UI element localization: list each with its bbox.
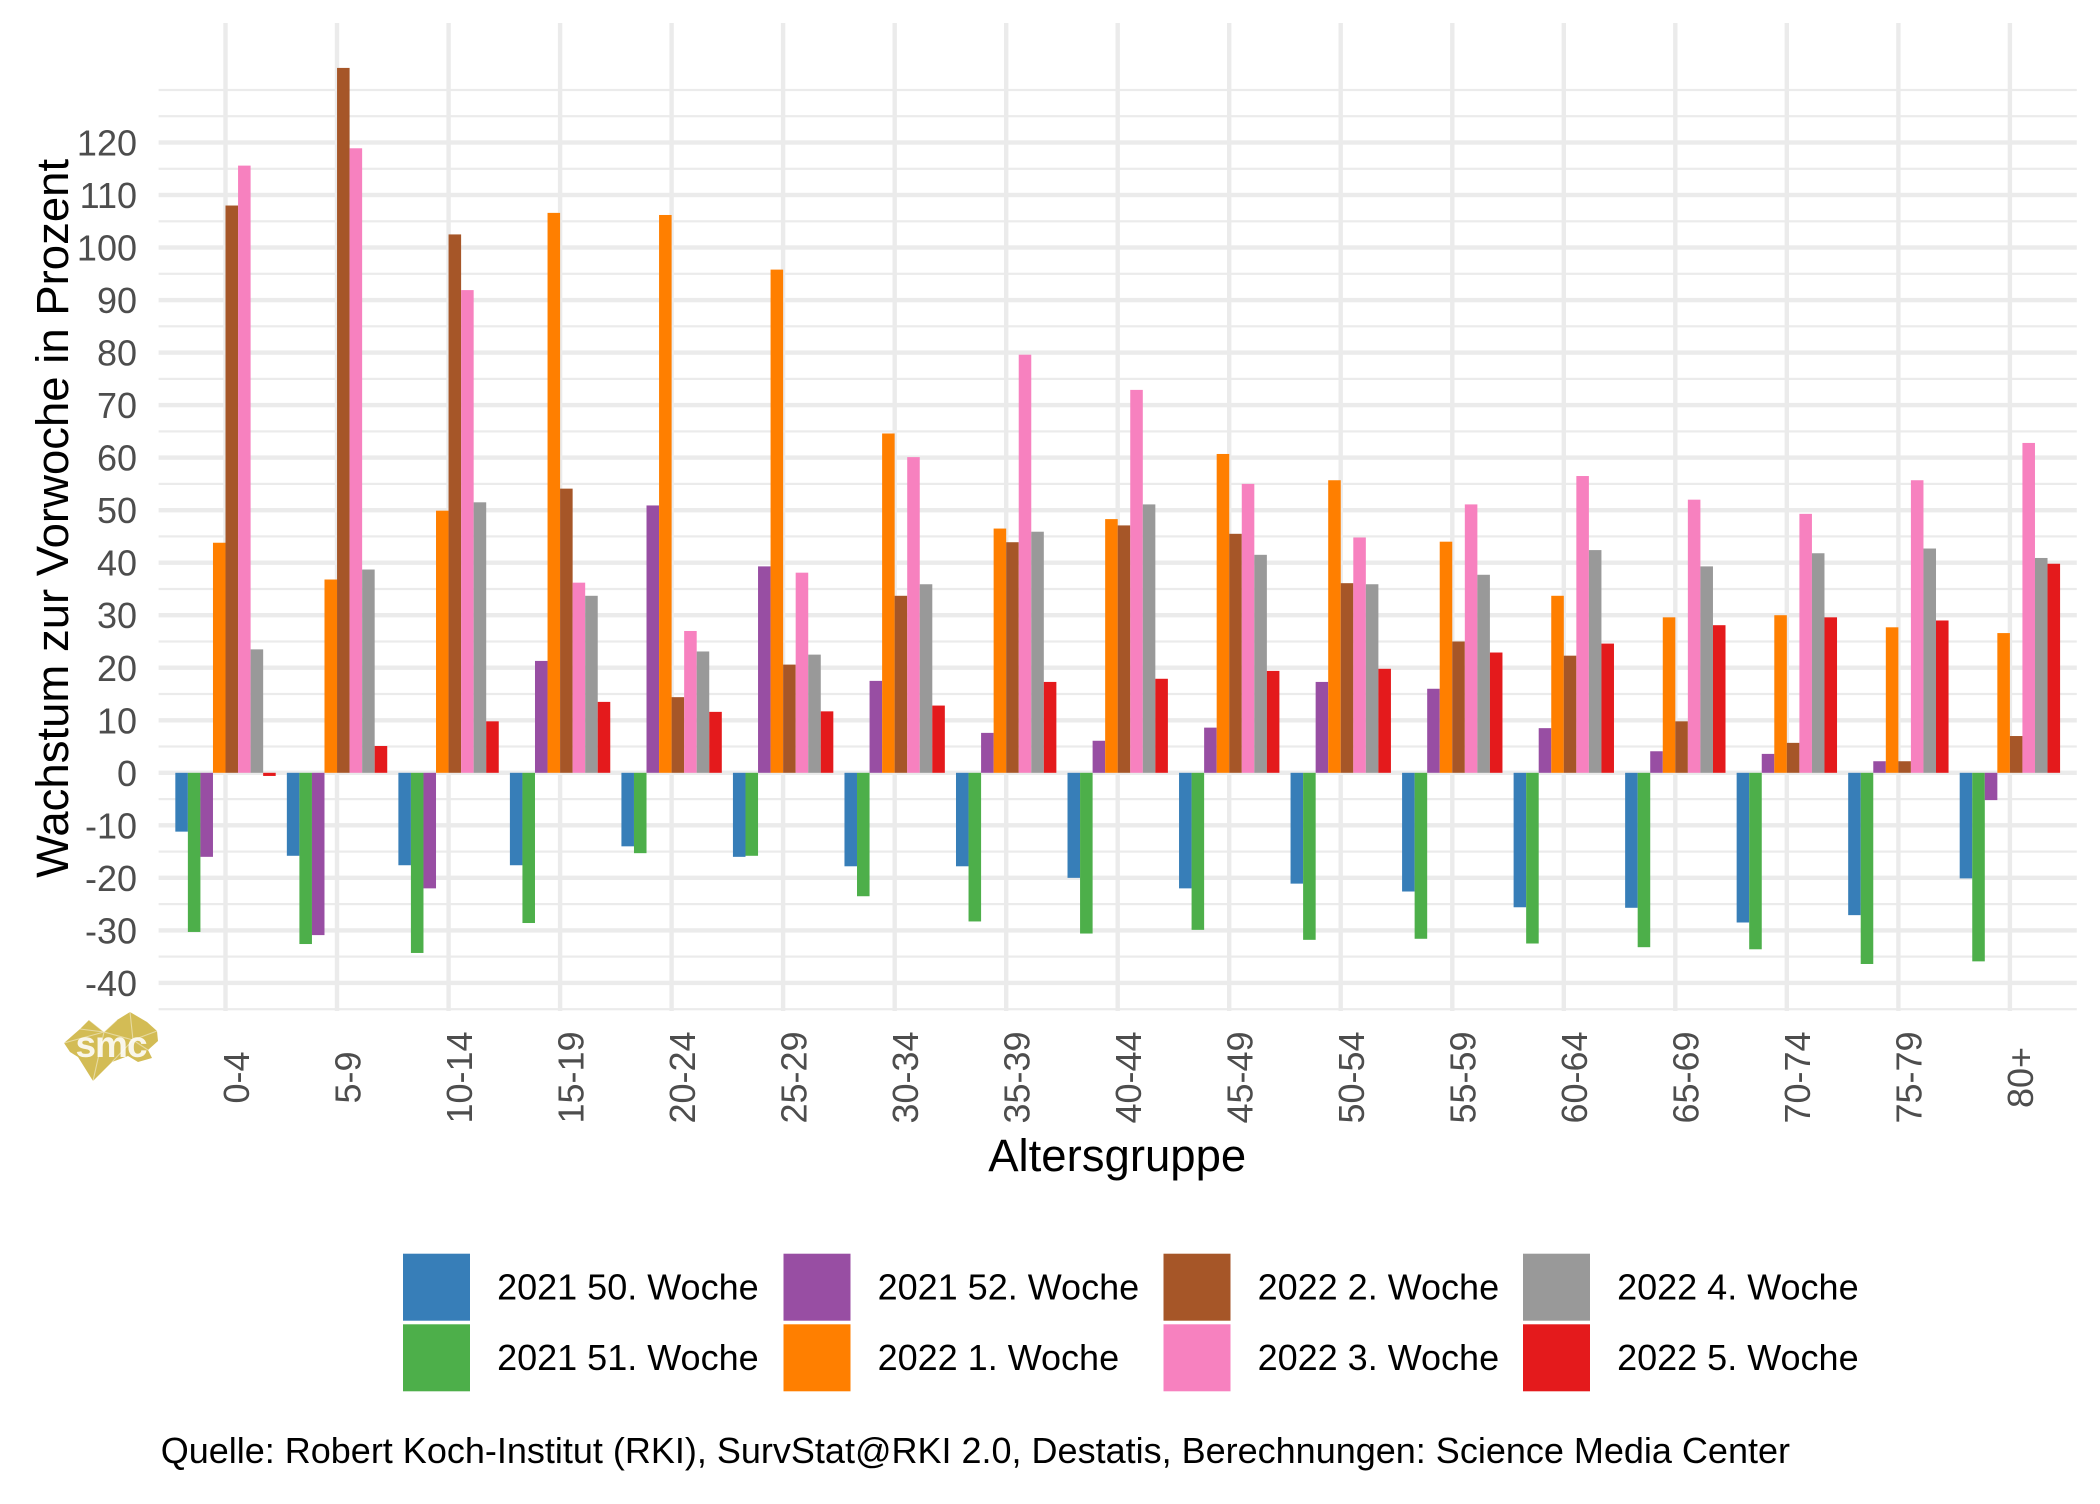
svg-text:2022 3. Woche: 2022 3. Woche: [1258, 1337, 1500, 1378]
svg-text:70: 70: [97, 385, 137, 426]
svg-text:2022 2. Woche: 2022 2. Woche: [1258, 1267, 1500, 1308]
svg-text:0: 0: [117, 753, 137, 794]
svg-text:80+: 80+: [2000, 1047, 2041, 1108]
svg-text:60: 60: [97, 438, 137, 479]
svg-text:110: 110: [80, 175, 137, 216]
svg-text:-30: -30: [85, 910, 137, 951]
svg-text:120: 120: [77, 123, 137, 164]
svg-text:30: 30: [97, 595, 137, 636]
svg-text:80: 80: [97, 333, 137, 374]
svg-text:90: 90: [97, 280, 137, 321]
svg-text:75-79: 75-79: [1889, 1031, 1930, 1123]
svg-text:55-59: 55-59: [1443, 1031, 1484, 1123]
svg-text:Altersgruppe: Altersgruppe: [988, 1130, 1246, 1181]
svg-text:20-24: 20-24: [662, 1031, 703, 1123]
svg-text:40-44: 40-44: [1108, 1031, 1149, 1123]
svg-text:50-54: 50-54: [1331, 1031, 1372, 1123]
svg-text:-40: -40: [85, 963, 137, 1004]
svg-text:smc: smc: [75, 1024, 146, 1065]
svg-text:30-34: 30-34: [885, 1031, 926, 1123]
svg-text:2021 51. Woche: 2021 51. Woche: [497, 1337, 759, 1378]
svg-text:100: 100: [77, 228, 137, 269]
svg-text:Wachstum zur Vorwoche in Proze: Wachstum zur Vorwoche in Prozent: [27, 159, 78, 878]
svg-text:70-74: 70-74: [1777, 1031, 1818, 1123]
svg-text:65-69: 65-69: [1666, 1031, 1707, 1123]
svg-text:-10: -10: [85, 805, 137, 846]
svg-text:0-4: 0-4: [216, 1051, 257, 1103]
svg-text:60-64: 60-64: [1554, 1031, 1595, 1123]
svg-text:5-9: 5-9: [327, 1051, 368, 1103]
svg-text:25-29: 25-29: [773, 1031, 814, 1123]
svg-text:-20: -20: [85, 858, 137, 899]
svg-text:2022 1. Woche: 2022 1. Woche: [878, 1337, 1120, 1378]
svg-text:40: 40: [97, 543, 137, 584]
svg-text:2022 5. Woche: 2022 5. Woche: [1617, 1337, 1859, 1378]
svg-text:15-19: 15-19: [550, 1031, 591, 1123]
svg-text:35-39: 35-39: [997, 1031, 1038, 1123]
svg-text:2021 52. Woche: 2021 52. Woche: [878, 1267, 1140, 1308]
svg-text:2022 4. Woche: 2022 4. Woche: [1617, 1267, 1859, 1308]
svg-text:20: 20: [97, 648, 137, 689]
svg-text:Quelle: Robert Koch-Institut (: Quelle: Robert Koch-Institut (RKI), Surv…: [161, 1430, 1790, 1471]
svg-text:10-14: 10-14: [439, 1031, 480, 1123]
svg-text:10: 10: [97, 700, 137, 741]
svg-text:2021 50. Woche: 2021 50. Woche: [497, 1267, 759, 1308]
svg-text:50: 50: [97, 490, 137, 531]
svg-text:45-49: 45-49: [1220, 1031, 1261, 1123]
